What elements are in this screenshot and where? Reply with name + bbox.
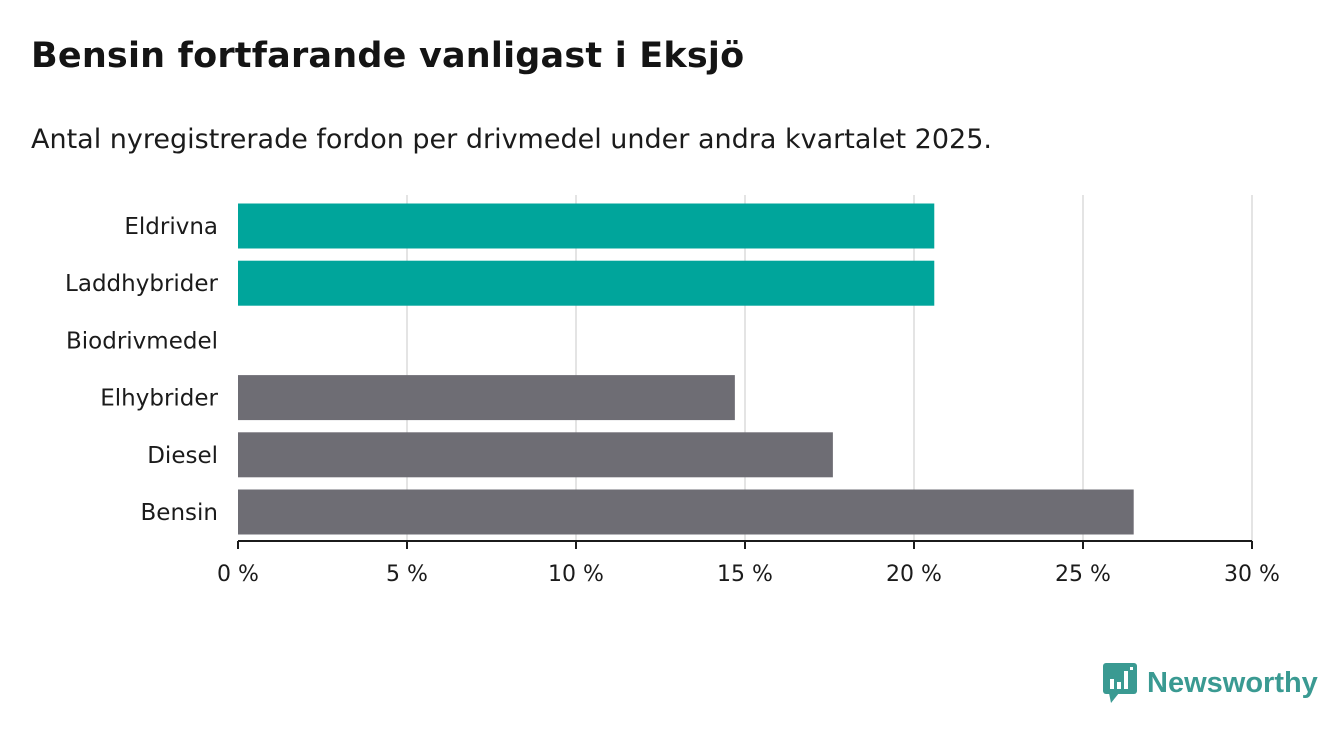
bars (238, 203, 1134, 535)
x-axis: 0 % 5 % 10 % 15 % 20 % 25 % 30 % (217, 540, 1280, 587)
category-label: Laddhybrider (65, 271, 218, 297)
category-labels: Eldrivna Laddhybrider Biodrivmedel Elhybrid… (65, 214, 218, 526)
x-tick-label: 10 % (548, 562, 604, 587)
bar-eldrivna (238, 203, 935, 249)
category-label: Biodrivmedel (66, 328, 218, 354)
x-tick-label: 15 % (717, 562, 773, 587)
bar-laddhybrider (238, 260, 935, 306)
category-label: Diesel (147, 443, 218, 469)
gridlines (406, 195, 1253, 541)
bar-diesel (238, 432, 833, 478)
x-tick-label: 20 % (886, 562, 942, 587)
newsworthy-logo-icon (1103, 663, 1137, 703)
brand-logo: Newsworthy (1103, 663, 1318, 703)
bar-bensin (238, 489, 1134, 535)
category-label: Elhybrider (100, 386, 218, 412)
x-tick-label: 0 % (217, 562, 259, 587)
brand-name: Newsworthy (1147, 666, 1318, 699)
chart-subtitle: Antal nyregistrerade fordon per drivmede… (31, 124, 992, 155)
category-label: Bensin (141, 500, 218, 526)
x-tick-label: 30 % (1224, 562, 1280, 587)
bar-elhybrider (238, 375, 735, 421)
x-tick-label: 5 % (386, 562, 428, 587)
x-tick-label: 25 % (1055, 562, 1111, 587)
category-label: Eldrivna (124, 214, 218, 240)
chart-title: Bensin fortfarande vanligast i Eksjö (31, 36, 745, 76)
